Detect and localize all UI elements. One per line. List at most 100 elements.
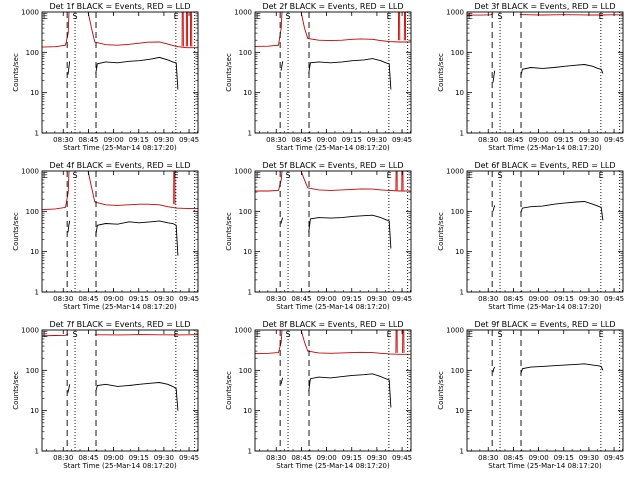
- y-tick-label: 100: [451, 49, 464, 57]
- lld-series-line: [395, 330, 398, 353]
- x-tick-label: 09:00: [528, 295, 548, 303]
- lld-series-line: [395, 171, 398, 191]
- x-tick-label: 09:45: [392, 454, 412, 462]
- x-tick-label: 09:15: [129, 454, 149, 462]
- marker-label: E: [256, 12, 261, 21]
- x-tick-label: 08:45: [503, 454, 523, 462]
- marker-label: S: [286, 171, 291, 180]
- y-tick-label: 1000: [21, 9, 39, 17]
- y-tick-label: 10: [455, 89, 464, 97]
- marker-label: E: [43, 12, 48, 21]
- events-series-line: [520, 363, 604, 375]
- x-axis-label: Start Time (25-Mar-14 08:17:20): [63, 303, 177, 311]
- y-axis-label: Counts/sec: [437, 53, 445, 92]
- marker-label: E: [599, 330, 604, 339]
- x-tick-label: 08:30: [478, 136, 498, 144]
- y-axis-label: Counts/sec: [437, 212, 445, 251]
- events-series-line: [67, 61, 71, 75]
- y-tick-label: 1: [460, 448, 464, 456]
- x-tick-label: 09:45: [179, 295, 199, 303]
- x-tick-label: 09:45: [392, 136, 412, 144]
- y-tick-label: 1: [460, 289, 464, 297]
- panel-title: Det 6f BLACK = Events, RED = LLD: [474, 161, 615, 170]
- x-axis-label: Start Time (25-Mar-14 08:17:20): [488, 144, 602, 152]
- series-group: [492, 363, 604, 375]
- x-axis-label: Start Time (25-Mar-14 08:17:20): [63, 144, 177, 152]
- plot-frame: [254, 329, 412, 452]
- events-series-line: [280, 61, 284, 71]
- x-tick-label: 08:45: [503, 136, 523, 144]
- y-tick-label: 1: [248, 448, 252, 456]
- series-group: [42, 171, 198, 256]
- panel-title: Det 8f BLACK = Events, RED = LLD: [262, 320, 403, 329]
- marker-label: E: [387, 330, 392, 339]
- lld-series-line: [255, 171, 283, 192]
- marker-label: E: [387, 12, 392, 21]
- y-tick-label: 1: [35, 448, 39, 456]
- x-tick-label: 08:30: [266, 454, 286, 462]
- x-tick-label: 09:45: [604, 295, 624, 303]
- marker-label: S: [286, 330, 291, 339]
- events-series-line: [308, 58, 392, 90]
- marker-label: E: [599, 12, 604, 21]
- lld-series-line: [402, 330, 405, 353]
- x-tick-label: 08:30: [266, 295, 286, 303]
- y-tick-label: 10: [455, 248, 464, 256]
- x-tick-label: 08:45: [503, 295, 523, 303]
- marker-label: S: [73, 12, 78, 21]
- x-axis-label: Start Time (25-Mar-14 08:17:20): [488, 303, 602, 311]
- x-tick-label: 09:30: [367, 136, 387, 144]
- marker-label: E: [174, 12, 179, 21]
- x-tick-label: 09:00: [528, 136, 548, 144]
- marker-label: E: [468, 330, 473, 339]
- events-series-line: [67, 220, 71, 233]
- y-tick-label: 100: [451, 208, 464, 216]
- x-axis-label: Start Time (25-Mar-14 08:17:20): [276, 462, 390, 470]
- events-series-line: [520, 64, 604, 77]
- y-tick-label: 1: [35, 130, 39, 138]
- marker-label: E: [174, 171, 179, 180]
- marker-label: S: [286, 12, 291, 21]
- y-tick-label: 1000: [21, 168, 39, 176]
- x-tick-label: 08:45: [78, 136, 98, 144]
- events-series-line: [95, 56, 179, 90]
- y-tick-label: 100: [26, 208, 39, 216]
- events-series-line: [67, 384, 71, 393]
- x-tick-label: 08:45: [78, 295, 98, 303]
- plot-frame: [41, 329, 199, 452]
- x-tick-label: 09:30: [579, 295, 599, 303]
- plot-frame: [466, 11, 624, 134]
- x-tick-label: 09:45: [179, 454, 199, 462]
- events-series-line: [492, 366, 496, 373]
- y-tick-label: 1000: [21, 327, 39, 335]
- x-tick-label: 08:30: [53, 295, 73, 303]
- events-series-line: [492, 205, 496, 212]
- panel-title: Det 7f BLACK = Events, RED = LLD: [49, 320, 190, 329]
- lld-series-line: [185, 12, 189, 47]
- y-tick-label: 10: [30, 89, 39, 97]
- x-axis-label: Start Time (25-Mar-14 08:17:20): [488, 462, 602, 470]
- x-tick-label: 09:15: [554, 136, 574, 144]
- x-tick-label: 09:30: [367, 295, 387, 303]
- marker-label: E: [599, 171, 604, 180]
- y-tick-label: 10: [30, 407, 39, 415]
- lld-series-line: [173, 171, 176, 205]
- y-tick-label: 100: [26, 367, 39, 375]
- x-tick-label: 09:15: [129, 136, 149, 144]
- panel-title: Det 2f BLACK = Events, RED = LLD: [262, 2, 403, 11]
- x-tick-label: 08:30: [266, 136, 286, 144]
- series-group: [42, 12, 198, 90]
- marker-label: S: [73, 171, 78, 180]
- plot-frame: [466, 170, 624, 293]
- x-tick-label: 08:30: [53, 136, 73, 144]
- x-tick-label: 09:30: [579, 454, 599, 462]
- x-tick-label: 09:00: [316, 295, 336, 303]
- panel-title: Det 4f BLACK = Events, RED = LLD: [49, 161, 190, 170]
- x-tick-label: 09:15: [342, 136, 362, 144]
- marker-label: S: [498, 330, 503, 339]
- lld-series-line: [181, 12, 184, 47]
